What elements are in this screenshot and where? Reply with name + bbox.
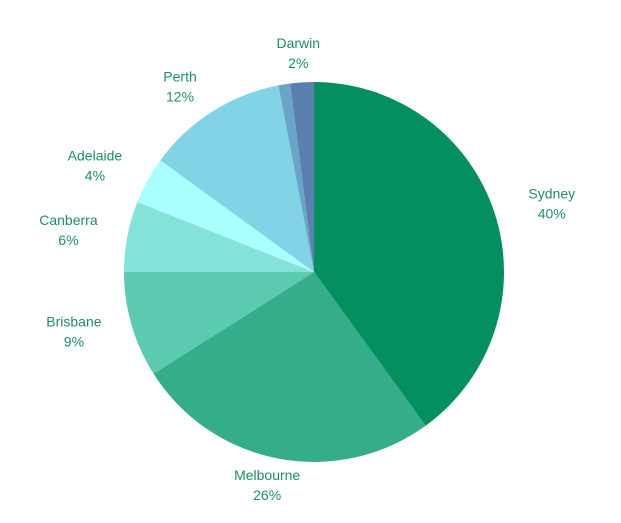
slice-value-label: 12% xyxy=(166,89,194,105)
slice-label: Melbourne xyxy=(234,467,300,483)
slice-value-label: 40% xyxy=(538,205,566,221)
pie-slice xyxy=(124,202,314,272)
pie-slice xyxy=(153,272,426,462)
slice-label: Darwin xyxy=(277,35,321,51)
pie-slice xyxy=(290,82,314,272)
slice-label: Sydney xyxy=(528,185,575,201)
slice-value-label: 26% xyxy=(253,487,281,503)
pie-slice xyxy=(137,160,314,272)
slice-label: Adelaide xyxy=(68,148,123,164)
slice-label: Brisbane xyxy=(46,314,101,330)
slice-value-label: 2% xyxy=(288,55,308,71)
slice-label: Perth xyxy=(163,69,196,85)
slice-value-label: 4% xyxy=(85,168,105,184)
pie-slice xyxy=(124,272,314,374)
pie-slice xyxy=(160,85,314,273)
slice-label: Canberra xyxy=(39,212,98,228)
pie-slice xyxy=(278,83,314,273)
slice-value-label: 9% xyxy=(64,334,84,350)
slice-value-label: 6% xyxy=(58,232,78,248)
pie-slice xyxy=(314,82,505,426)
